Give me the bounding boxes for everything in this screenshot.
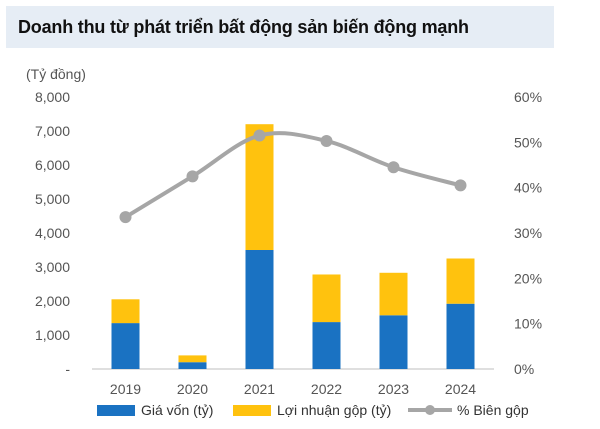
legend-swatch-cost (97, 405, 135, 416)
bar-gross-profit (111, 299, 140, 324)
legend-label-cost: Giá vốn (tỷ) (141, 402, 213, 418)
bar-gross-profit (178, 355, 207, 363)
legend-label-profit: Lợi nhuận gộp (tỷ) (277, 402, 391, 418)
bar-gross-profit (379, 272, 408, 316)
margin-point (119, 211, 132, 224)
x-tick-label: 2022 (311, 381, 342, 397)
bar-gross-profit (312, 274, 341, 323)
y-right-tick-label: 40% (514, 180, 542, 196)
y-right-tick-label: 20% (514, 270, 542, 286)
y-left-tick-label: 2,000 (35, 293, 70, 309)
margin-point (387, 161, 400, 174)
y-left-tick-label: 4,000 (35, 225, 70, 241)
bar-gross-profit (446, 258, 475, 304)
x-tick-label: 2021 (244, 381, 275, 397)
legend-label-margin: % Biên gộp (457, 402, 529, 418)
y-left-tick-label: 3,000 (35, 259, 70, 275)
bar-cost (312, 322, 341, 369)
y-right-tick-label: 0% (514, 361, 534, 377)
x-tick-label: 2019 (110, 381, 141, 397)
y-left-tick-label: 7,000 (35, 123, 70, 139)
margin-point (253, 129, 266, 142)
x-tick-label: 2024 (445, 381, 476, 397)
y-left-tick-label: 6,000 (35, 157, 70, 173)
margin-point (320, 134, 333, 147)
title-bar: Doanh thu từ phát triển bất động sản biế… (6, 6, 554, 48)
legend-swatch-profit (233, 405, 271, 416)
bar-cost (178, 362, 207, 369)
y-left-tick-label: 5,000 (35, 191, 70, 207)
y-left-tick-label: - (65, 361, 70, 377)
y-right-tick-label: 10% (514, 316, 542, 332)
y-left-tick-label: 8,000 (35, 89, 70, 105)
chart-title: Doanh thu từ phát triển bất động sản biế… (18, 17, 469, 37)
x-tick-label: 2023 (378, 381, 409, 397)
bar-cost (379, 315, 408, 369)
bar-gross-profit (245, 124, 274, 250)
y-right-tick-label: 30% (514, 225, 542, 241)
bar-cost (245, 250, 274, 369)
margin-line (124, 131, 462, 219)
y-right-tick-label: 50% (514, 134, 542, 150)
legend-swatch-margin-marker (425, 405, 435, 415)
margin-point (186, 170, 199, 183)
y-axis-unit-label: (Tỷ đồng) (26, 66, 86, 82)
bar-cost (111, 323, 140, 369)
margin-point (454, 179, 467, 192)
y-left-tick-label: 1,000 (35, 327, 70, 343)
x-tick-label: 2020 (177, 381, 208, 397)
bar-cost (446, 303, 475, 369)
y-right-tick-label: 60% (514, 89, 542, 105)
